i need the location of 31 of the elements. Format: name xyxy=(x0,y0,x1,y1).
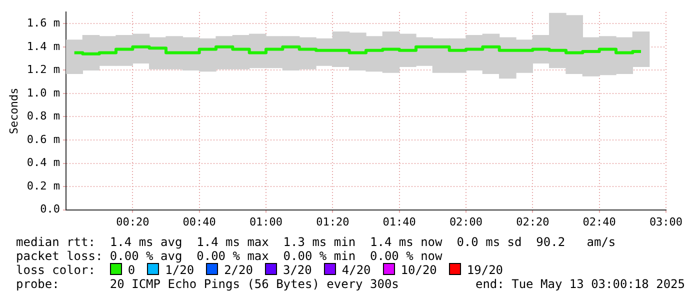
y-axis-title: Seconds xyxy=(7,88,20,134)
x-tick-label: 02:00 xyxy=(449,215,483,228)
text: packet loss: 0.00 % avg 0.00 % max 0.00 % min 0.00 % now xyxy=(16,249,442,263)
y-tick-label: 0.6 m xyxy=(26,132,60,146)
y-tick-label: 1.2 m xyxy=(26,63,60,76)
legend-label: 0 xyxy=(128,263,136,277)
y-tick-label: 1.6 m xyxy=(26,16,60,30)
legend-label: 2/20 xyxy=(224,263,253,277)
legend-title: loss color: xyxy=(16,263,96,277)
legend-label: 3/20 xyxy=(282,263,312,277)
y-tick-label: 0.2 m xyxy=(26,179,60,192)
x-tick-label: 02:20 xyxy=(516,215,550,228)
text: probe: 20 ICMP Echo Pings (56 Bytes) every 300s xyxy=(16,277,399,291)
x-tick-label: 00:40 xyxy=(182,215,216,228)
legend-label: 1/20 xyxy=(165,263,194,277)
x-tick-label: 01:20 xyxy=(316,215,350,228)
text: median rtt: 1.4 ms avg 1.4 ms max 1.3 ms min 1.4 ms now 0.0 ms sd 90.2 am/s xyxy=(16,235,616,249)
y-tick-label: 1.4 m xyxy=(26,40,60,53)
y-tick-label: 0.0 xyxy=(40,202,60,216)
y-tick-label: 1.0 m xyxy=(26,86,60,100)
x-tick-label: 02:40 xyxy=(582,215,616,228)
y-tick-label: 0.8 m xyxy=(26,110,60,123)
y-tick-label: 0.4 m xyxy=(26,156,60,170)
x-tick-label: 01:40 xyxy=(382,215,416,228)
text: end: Tue May 13 03:00:18 2025 xyxy=(475,277,685,291)
x-tick-label: 00:20 xyxy=(116,215,150,228)
legend-label: 19/20 xyxy=(466,263,504,277)
x-tick-label: 03:00 xyxy=(649,215,683,228)
legend-label: 10/20 xyxy=(400,263,437,277)
x-tick-label: 01:00 xyxy=(249,215,283,228)
legend-label: 4/20 xyxy=(342,263,371,277)
